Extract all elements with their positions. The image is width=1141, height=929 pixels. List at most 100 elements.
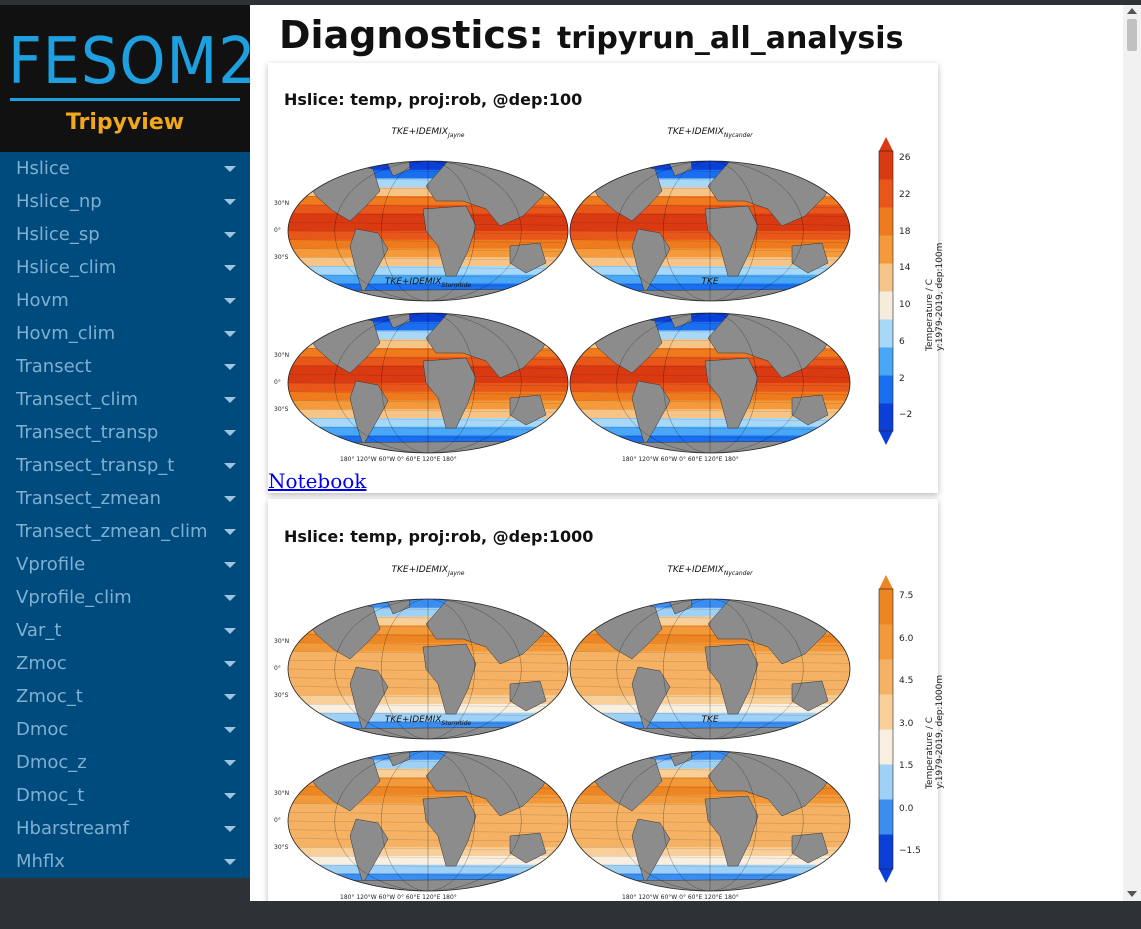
colorbar-tick-label: 3.0 xyxy=(899,718,914,729)
chevron-down-icon[interactable] xyxy=(224,231,236,238)
chevron-down-icon[interactable] xyxy=(224,561,236,568)
chevron-down-icon[interactable] xyxy=(224,627,236,634)
chevron-down-icon[interactable] xyxy=(224,396,236,403)
chevron-down-icon[interactable] xyxy=(224,792,236,799)
map-panel-title: TKE+IDEMIXJayne xyxy=(283,127,573,139)
colorbar-label: y:1979-2019, dep:100m xyxy=(935,242,945,351)
sidebar-item-transect[interactable]: Transect xyxy=(0,350,250,383)
latitude-label: 30°S xyxy=(274,406,289,413)
colorbar-label: Temperature / C xyxy=(925,716,935,789)
chevron-down-icon[interactable] xyxy=(224,462,236,469)
chevron-down-icon[interactable] xyxy=(224,528,236,535)
scroll-up-arrow-icon[interactable] xyxy=(1127,8,1137,14)
map-outline xyxy=(287,750,569,892)
map-panel-title: TKE xyxy=(565,277,855,289)
sidebar-item-dmoc[interactable]: Dmoc xyxy=(0,713,250,746)
latitude-label: 30°N xyxy=(274,200,290,207)
latitude-label: 0° xyxy=(274,227,281,234)
figure-card-dep1000: Hslice: temp, proj:rob, @dep:1000 TKE+ID… xyxy=(268,499,945,901)
chevron-down-icon[interactable] xyxy=(224,198,236,205)
sidebar-item-hslice-np[interactable]: Hslice_np xyxy=(0,185,250,218)
longitude-labels: 180° 120°W 60°W 0° 60°E 120°E 180° xyxy=(622,456,739,463)
vertical-scrollbar[interactable] xyxy=(1123,5,1141,901)
colorbar-tick-label: 14 xyxy=(899,263,911,274)
sidebar-item-dmoc-t[interactable]: Dmoc_t xyxy=(0,779,250,812)
sidebar-item-vprofile-clim[interactable]: Vprofile_clim xyxy=(0,581,250,614)
chevron-down-icon[interactable] xyxy=(224,495,236,502)
logo-area[interactable]: FESOM2 Tripyview xyxy=(0,5,256,152)
colorbar-segment xyxy=(879,151,893,180)
map-figure xyxy=(287,137,894,454)
chevron-down-icon[interactable] xyxy=(224,429,236,436)
colorbar-tick-label: 26 xyxy=(899,153,911,163)
chevron-down-icon[interactable] xyxy=(224,363,236,370)
chevron-down-icon[interactable] xyxy=(224,594,236,601)
scroll-thumb[interactable] xyxy=(1127,19,1137,51)
sidebar-item-label: Zmoc_t xyxy=(16,686,83,707)
colorbar-tick-label: 7.5 xyxy=(899,591,914,601)
sidebar-item-dmoc-z[interactable]: Dmoc_z xyxy=(0,746,250,779)
sidebar-item-transect-transp-t[interactable]: Transect_transp_t xyxy=(0,449,250,482)
chevron-down-icon[interactable] xyxy=(224,825,236,832)
colorbar-segment xyxy=(879,179,893,208)
chevron-down-icon[interactable] xyxy=(224,297,236,304)
colorbar-tick-label: 6 xyxy=(899,336,905,347)
colorbar-label: Temperature / C xyxy=(925,278,935,351)
sidebar-item-transect-clim[interactable]: Transect_clim xyxy=(0,383,250,416)
chevron-down-icon[interactable] xyxy=(224,660,236,667)
map-panel-title-base: TKE+IDEMIX xyxy=(667,565,724,575)
sidebar-item-hovm-clim[interactable]: Hovm_clim xyxy=(0,317,250,350)
sidebar-item-label: Var_t xyxy=(16,620,62,641)
ocean-field xyxy=(570,751,850,891)
sidebar-item-transect-transp[interactable]: Transect_transp xyxy=(0,416,250,449)
chevron-down-icon[interactable] xyxy=(224,858,236,865)
sidebar-item-hslice-sp[interactable]: Hslice_sp xyxy=(0,218,250,251)
sidebar-item-hslice[interactable]: Hslice xyxy=(0,152,250,185)
colorbar-tick-label: 4.5 xyxy=(899,676,914,686)
chevron-down-icon[interactable] xyxy=(224,330,236,337)
sidebar-nav: Hslice Hslice_np Hslice_sp Hslice_clim Hovm H… xyxy=(0,152,250,878)
sidebar-item-label: Mhflx xyxy=(16,851,65,872)
colorbar-segment xyxy=(879,403,893,432)
figure-panel: TKE+IDEMIXJayne TKE+IDEMIXNycander TKE+IDE… xyxy=(268,127,945,471)
map-panel-title-base: TKE+IDEMIX xyxy=(384,277,442,287)
map-panel-title: TKE+IDEMIXStormtide xyxy=(283,715,573,727)
colorbar-segment xyxy=(879,291,893,320)
sidebar-item-label: Hovm_clim xyxy=(16,323,116,344)
sidebar-item-var-t[interactable]: Var_t xyxy=(0,614,250,647)
map-panel-title-base: TKE+IDEMIX xyxy=(667,127,724,137)
sidebar-item-zmoc[interactable]: Zmoc xyxy=(0,647,250,680)
chevron-down-icon[interactable] xyxy=(224,693,236,700)
sidebar-item-zmoc-t[interactable]: Zmoc_t xyxy=(0,680,250,713)
sidebar-item-label: Transect_zmean_clim xyxy=(16,521,208,542)
ocean-field xyxy=(288,161,568,301)
map-panel-title-subscript: Stormtide xyxy=(441,719,472,727)
sidebar-item-vprofile[interactable]: Vprofile xyxy=(0,548,250,581)
sidebar-item-label: Vprofile_clim xyxy=(16,587,132,608)
latitude-label: 30°S xyxy=(274,254,289,261)
sidebar-item-hovm[interactable]: Hovm xyxy=(0,284,250,317)
colorbar-segment xyxy=(879,207,893,236)
latitude-label: 0° xyxy=(274,665,281,672)
longitude-labels: 180° 120°W 60°W 0° 60°E 120°E 180° xyxy=(340,894,457,901)
map-outline xyxy=(287,160,569,302)
chevron-down-icon[interactable] xyxy=(224,264,236,271)
map-panel-title: TKE+IDEMIXNycander xyxy=(565,127,855,139)
colorbar-tick-label: 0.0 xyxy=(899,803,914,814)
sidebar-item-hbarstreamf[interactable]: Hbarstreamf xyxy=(0,812,250,845)
map-panel-title-base: TKE xyxy=(701,277,719,287)
sidebar-item-transect-zmean[interactable]: Transect_zmean xyxy=(0,482,250,515)
notebook-link[interactable]: Notebook xyxy=(268,469,367,493)
scroll-down-arrow-icon[interactable] xyxy=(1127,891,1137,897)
sidebar-item-hslice-clim[interactable]: Hslice_clim xyxy=(0,251,250,284)
chevron-down-icon[interactable] xyxy=(224,759,236,766)
sidebar-item-transect-zmean-clim[interactable]: Transect_zmean_clim xyxy=(0,515,250,548)
sidebar-item-mhflx[interactable]: Mhflx xyxy=(0,845,250,878)
map-outline xyxy=(569,750,851,892)
chevron-down-icon[interactable] xyxy=(224,726,236,733)
colorbar-tick-label: 6.0 xyxy=(899,633,914,644)
map-outline xyxy=(569,160,851,302)
chevron-down-icon[interactable] xyxy=(224,165,236,172)
sidebar-item-label: Transect_clim xyxy=(16,389,139,410)
colorbar-segment xyxy=(879,799,893,835)
